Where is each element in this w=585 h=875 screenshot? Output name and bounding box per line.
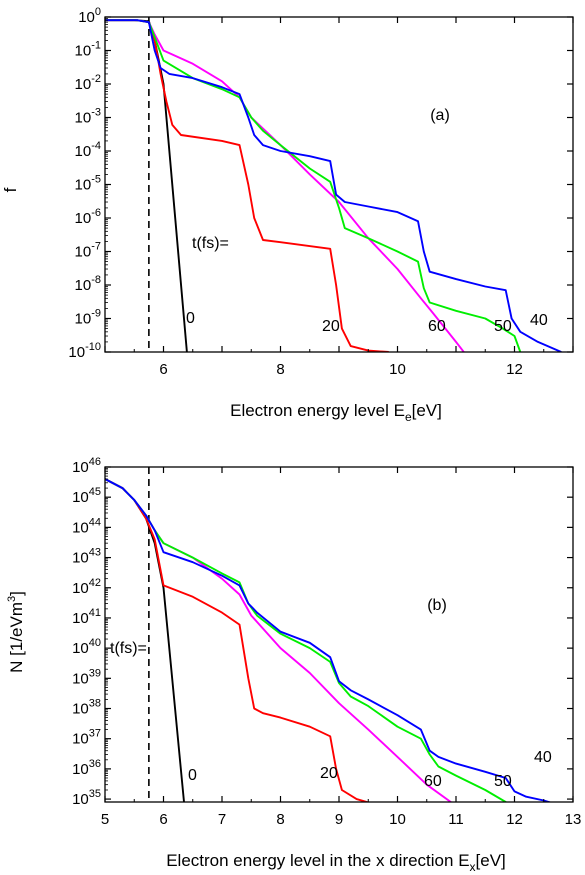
y-tick-label: 1037	[72, 728, 101, 748]
y-tick-label: 1044	[72, 516, 101, 536]
series-line-40	[105, 478, 553, 802]
y-tick-label: 10-1	[75, 40, 101, 60]
x-tick-label: 7	[218, 811, 226, 828]
y-tick-label: 10-7	[75, 241, 101, 261]
legend-title: t(fs)=	[110, 640, 147, 657]
series-line-40	[105, 19, 562, 352]
y-axis-label: f	[1, 187, 20, 192]
x-axis-label: Electron energy level in the x direction…	[166, 851, 506, 874]
y-tick-label: 1042	[72, 577, 101, 597]
x-tick-label: 12	[506, 361, 523, 378]
x-tick-label: 13	[565, 811, 582, 828]
y-tick-label: 1045	[72, 486, 101, 506]
series-label-0: 0	[188, 767, 197, 784]
series-group	[105, 19, 562, 352]
y-tick-label: 10-10	[68, 341, 101, 361]
x-tick-label: 5	[101, 811, 109, 828]
y-tick-label: 1040	[72, 637, 101, 657]
series-label-40: 40	[534, 749, 552, 766]
series-label-40: 40	[530, 312, 548, 329]
y-axis-label: N [1/eVm3]	[6, 591, 26, 673]
x-tick-label: 6	[159, 811, 167, 828]
series-line-60	[105, 478, 453, 802]
y-tick-label: 10-4	[75, 140, 101, 160]
x-tick-label: 9	[335, 811, 343, 828]
x-tick-label: 12	[506, 811, 523, 828]
series-label-20: 20	[320, 765, 338, 782]
series-label-20: 20	[322, 318, 340, 335]
y-tick-label: 10-6	[75, 207, 101, 227]
y-tick-label: 100	[78, 6, 101, 26]
series-line-50	[105, 478, 507, 802]
series-label-50: 50	[494, 318, 512, 335]
y-tick-label: 10-5	[75, 174, 101, 194]
series-line-50	[105, 19, 522, 352]
series-group	[105, 478, 553, 802]
x-tick-label: 10	[389, 361, 406, 378]
y-tick-label: 1039	[72, 667, 101, 687]
y-tick-label: 1036	[72, 758, 101, 778]
series-label-60: 60	[428, 318, 446, 335]
y-tick-label: 10-2	[75, 73, 101, 93]
x-tick-label: 6	[159, 361, 167, 378]
x-tick-label: 8	[276, 361, 284, 378]
x-tick-label: 11	[448, 811, 464, 828]
x-axis-label: Electron energy level Ee[eV]	[230, 401, 442, 424]
series-label-60: 60	[424, 773, 442, 790]
y-tick-label: 1043	[72, 547, 101, 567]
series-line-20	[105, 478, 371, 802]
series-label-0: 0	[186, 310, 195, 327]
series-line-0	[105, 19, 188, 352]
y-tick-label: 10-9	[75, 308, 101, 328]
y-tick-label: 1035	[72, 788, 101, 808]
panel-a-chart: (a) f Electron energy level Ee[eV] t(fs)…	[1, 6, 574, 424]
series-line-20	[105, 19, 389, 352]
series-label-50: 50	[494, 773, 512, 790]
plot-frame	[104, 466, 574, 803]
y-tick-label: 1041	[72, 607, 101, 627]
panel-label: (a)	[430, 107, 450, 124]
y-tick-label: 1038	[72, 698, 101, 718]
y-tick-label: 10-3	[75, 107, 101, 127]
y-tick-label: 10-8	[75, 274, 101, 294]
x-tick-label: 8	[276, 811, 284, 828]
panel-b-chart: (b) N [1/eVm3] Electron energy level in …	[6, 456, 581, 874]
panel-label: (b)	[427, 597, 447, 614]
x-tick-label: 10	[389, 811, 406, 828]
y-tick-label: 1046	[72, 456, 101, 476]
legend-title: t(fs)=	[192, 235, 229, 252]
